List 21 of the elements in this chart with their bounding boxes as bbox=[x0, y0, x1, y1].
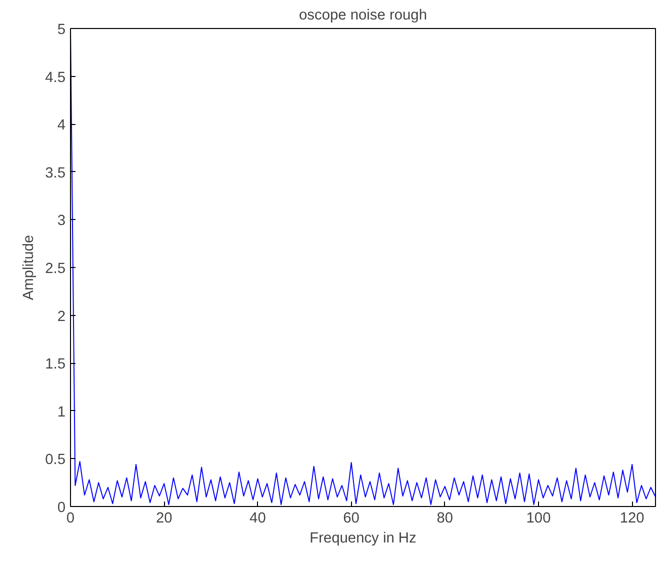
y-tick-label: 3.5 bbox=[45, 165, 66, 182]
x-tick-label: 120 bbox=[620, 510, 644, 526]
y-axis-title: Amplitude bbox=[21, 234, 38, 300]
y-tick-label: 5 bbox=[57, 22, 66, 38]
x-tick-label: 20 bbox=[156, 510, 172, 526]
line-series bbox=[70, 28, 656, 506]
x-tick-label: 100 bbox=[526, 510, 551, 526]
y-tick-label: 2 bbox=[57, 308, 66, 325]
y-tick-label: 3 bbox=[57, 213, 66, 230]
chart-title: oscope noise rough bbox=[299, 8, 427, 24]
y-tick-label: 0.5 bbox=[45, 452, 66, 468]
x-tick-label: 60 bbox=[343, 510, 360, 526]
y-tick-label: 0 bbox=[57, 500, 66, 516]
y-tick-label: 1.5 bbox=[45, 356, 66, 373]
y-tick-label: 4 bbox=[57, 118, 66, 134]
y-tick-label: 2.5 bbox=[45, 261, 66, 277]
x-tick-label: 40 bbox=[250, 510, 266, 526]
y-tick-label: 4.5 bbox=[45, 70, 66, 86]
x-tick-label: 80 bbox=[436, 510, 454, 526]
y-tick-label: 1 bbox=[57, 404, 66, 420]
x-axis-title: Frequency in Hz bbox=[310, 530, 416, 546]
